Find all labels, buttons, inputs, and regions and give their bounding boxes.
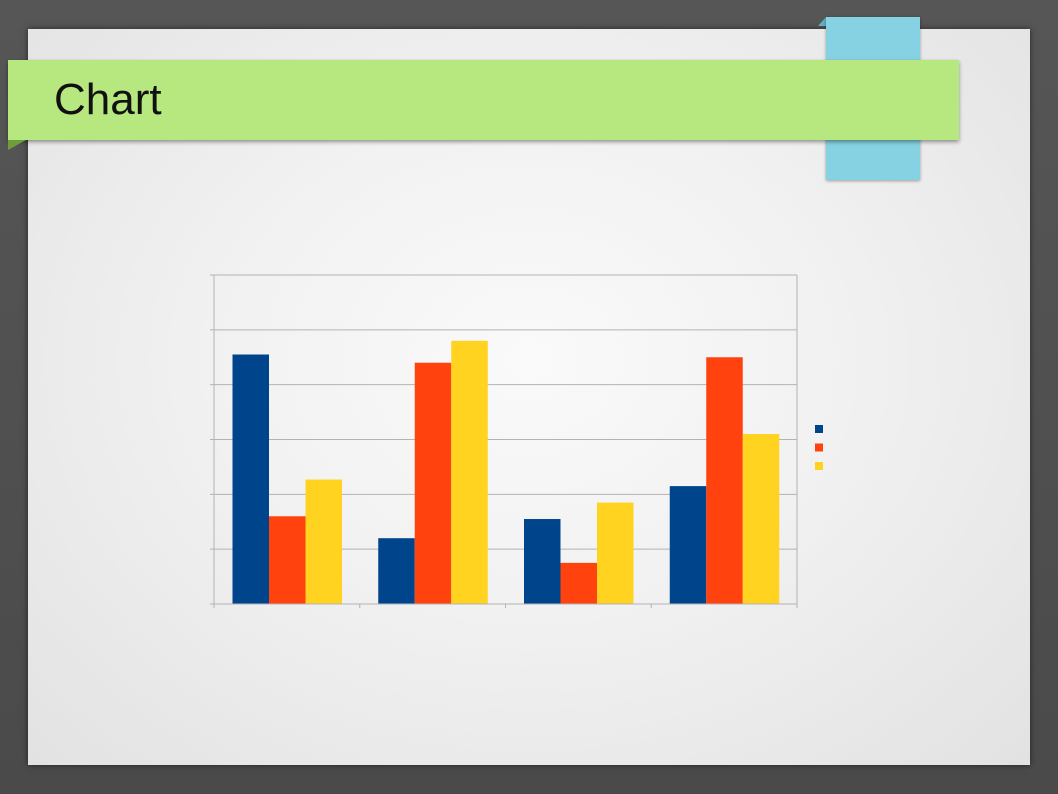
bar-series-2: [706, 357, 743, 604]
bar-series-2: [269, 516, 306, 604]
bar-series-3: [451, 340, 488, 604]
chart-bars: [232, 340, 780, 604]
bar-series-1: [378, 538, 415, 604]
bar-series-1: [232, 354, 269, 604]
bar-series-3: [742, 434, 780, 604]
slide-title: Chart: [54, 75, 162, 124]
chart-axes: [210, 274, 798, 608]
bar-series-2: [414, 362, 452, 604]
bar-series-1: [669, 486, 707, 604]
bar-series-3: [597, 502, 634, 604]
chart-legend: [815, 425, 823, 470]
legend-swatch-series-1: [815, 425, 823, 433]
bar-series-2: [560, 562, 597, 604]
bar-series-1: [524, 519, 561, 604]
legend-swatch-series-2: [815, 443, 823, 452]
bar-series-3: [305, 479, 342, 604]
title-bar-fold: [8, 140, 26, 150]
title-bar: Chart: [8, 60, 959, 140]
legend-swatch-series-3: [815, 462, 823, 470]
accent-tab-fold: [818, 17, 826, 26]
